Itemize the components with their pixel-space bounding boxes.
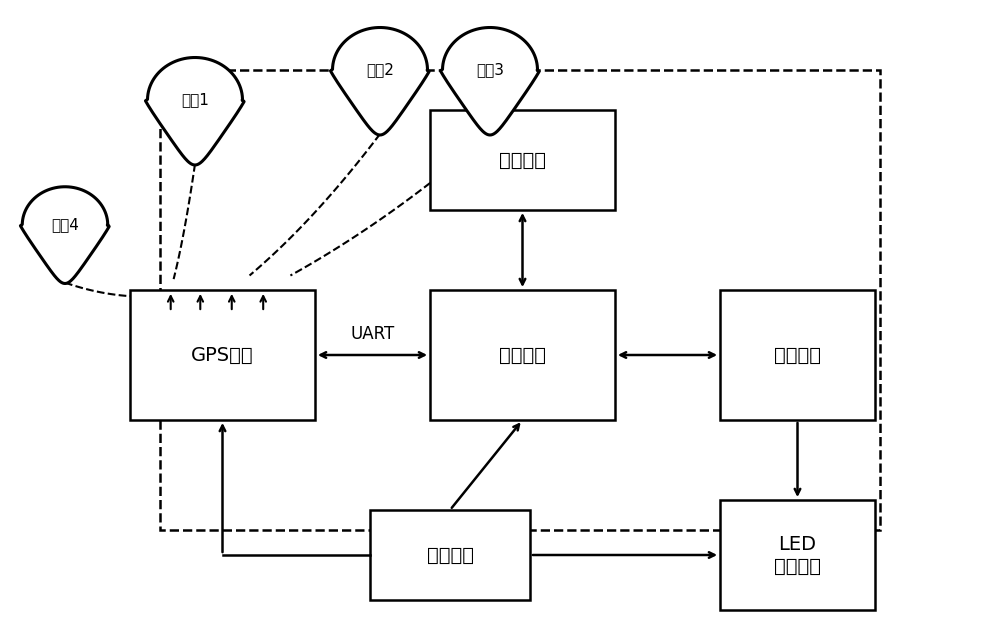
- Text: 卫星3: 卫星3: [476, 63, 504, 77]
- Text: 控制模块: 控制模块: [499, 345, 546, 364]
- Text: LED
显示模块: LED 显示模块: [774, 534, 821, 575]
- Bar: [430, 110, 615, 210]
- Polygon shape: [440, 28, 539, 135]
- Bar: [430, 290, 615, 420]
- Bar: [720, 500, 875, 610]
- Bar: [370, 510, 530, 600]
- Bar: [130, 290, 315, 420]
- Polygon shape: [145, 58, 244, 165]
- Text: UART: UART: [350, 325, 395, 343]
- Text: 卫星2: 卫星2: [366, 63, 394, 77]
- Polygon shape: [330, 28, 429, 135]
- Text: 卫星1: 卫星1: [181, 92, 209, 107]
- Text: GPS模块: GPS模块: [191, 345, 254, 364]
- Bar: [720, 290, 875, 420]
- Text: 驱动模块: 驱动模块: [774, 345, 821, 364]
- Bar: [160, 70, 880, 530]
- Polygon shape: [20, 187, 109, 283]
- Text: 卫星4: 卫星4: [51, 217, 79, 232]
- Text: 电源模块: 电源模块: [426, 546, 474, 565]
- Text: 存储模块: 存储模块: [499, 151, 546, 170]
